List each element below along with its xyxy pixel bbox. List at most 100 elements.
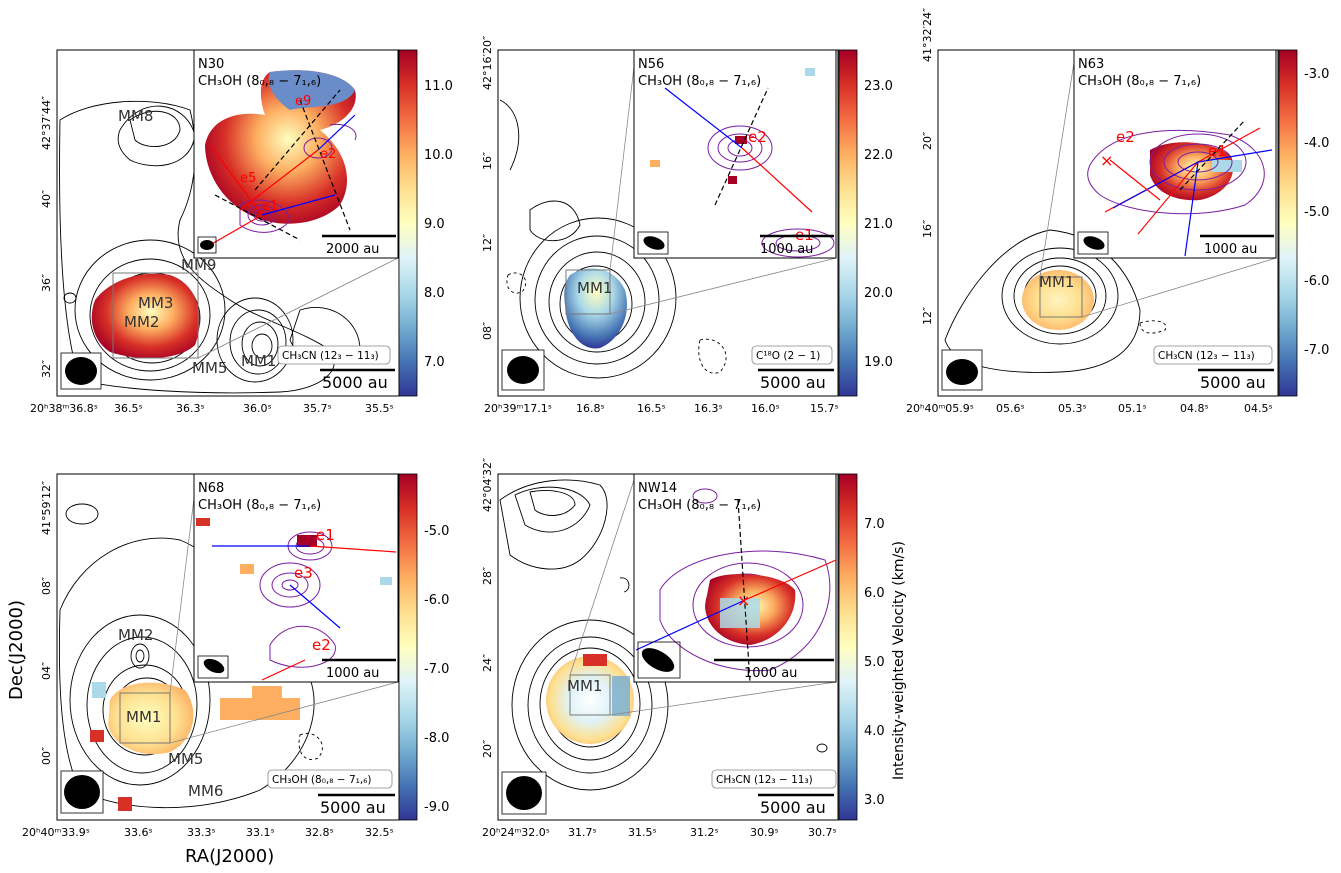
panel-nw14-cbar-3: 4.0	[864, 724, 885, 739]
panel-nw14-dec-0: 42°04′32″	[481, 458, 494, 512]
panel-n56-outflow-arrows	[664, 87, 813, 213]
panel-n56-map-line: C¹⁸O (2 − 1)	[756, 350, 820, 362]
panel-n56-map-scale: 5000 au	[760, 373, 826, 392]
panel-n68-beam	[64, 775, 100, 809]
panel-n63-zoom-box	[1039, 276, 1083, 318]
panel-nw14: × NW14 CH₃OH (8₀,₈ − 7₁,₆) 1000 au MM1 C…	[481, 458, 907, 839]
panel-n68-dec-2: 04″	[40, 662, 53, 680]
panel-n68-zoom-box	[119, 692, 171, 744]
panel-nw14-ra-5: 30.7ˢ	[808, 826, 837, 839]
panel-n68-inset-src-1: e3	[294, 564, 313, 582]
panel-n68-colorbar	[398, 473, 418, 821]
panel-n63-ra-3: 05.1ˢ	[1118, 402, 1147, 415]
panel-n63-outflow-arrows	[1104, 119, 1273, 257]
panel-n68-src-0: MM2	[118, 626, 153, 644]
panel-n30-src-5: MM1	[241, 352, 276, 370]
panel-n30-cbar-0: 11.0	[424, 79, 453, 94]
panel-n68-ra-0: 20ʰ40ᵐ33.9ˢ	[22, 826, 90, 839]
panel-n68-inset: N68 CH₃OH (8₀,₈ − 7₁,₆) e1 e3 e2 1000 au	[193, 473, 399, 683]
panel-n63-src-0: MM1	[1039, 273, 1074, 291]
panel-n63-dec-0: 41°32′24″	[921, 8, 934, 62]
panel-n63-cbar-1: -4.0	[1304, 136, 1329, 151]
panel-n68-dec-1: 08″	[40, 577, 53, 595]
panel-n56-zoom-box	[565, 269, 611, 315]
panel-n56-cbar-3: 20.0	[864, 286, 893, 301]
panel-n30-map-line: CH₃CN (12₃ − 11₃)	[282, 350, 379, 362]
panel-n63-ra-1: 05.6ˢ	[996, 402, 1025, 415]
panel-n68-cbar-4: -9.0	[424, 800, 449, 815]
panel-n63-map-scale: 5000 au	[1200, 373, 1266, 392]
panel-nw14-map-line: CH₃CN (12₃ − 11₃)	[716, 774, 813, 786]
panel-n30-outflow-arrows	[209, 89, 356, 246]
panel-n30-dec-3: 32″	[40, 360, 53, 378]
panel-nw14-map-scale: 5000 au	[760, 798, 826, 817]
panel-nw14-cbar-0: 7.0	[864, 517, 885, 532]
panel-n63-ra-5: 04.5ˢ	[1244, 402, 1273, 415]
panel-n56-dec-0: 42°16′20″	[481, 36, 494, 90]
svg-text:×: ×	[1100, 151, 1113, 170]
panel-n30-inset-scale: 2000 au	[326, 242, 379, 257]
panel-n63-ra-0: 20ʰ40ᵐ05.9ˢ	[906, 402, 974, 415]
panel-nw14-dec-1: 28″	[481, 567, 494, 585]
panel-n30-ra-2: 36.3ˢ	[176, 402, 205, 415]
panel-n30-inset: N30 CH₃OH (8₀,₈ − 7₁,₆) e9 e2 e5 e1 2000…	[193, 49, 399, 259]
panel-n68-inset-src-2: e2	[312, 636, 331, 654]
panel-n30-inset-line: CH₃OH (8₀,₈ − 7₁,₆)	[198, 74, 321, 89]
panel-n68-outflow-arrows	[212, 545, 397, 681]
panel-nw14-ra-1: 31.7ˢ	[568, 826, 597, 839]
panel-n63-inset-line: CH₃OH (8₀,₈ − 7₁,₆)	[1078, 74, 1201, 89]
panel-n68-cbar-3: -8.0	[424, 731, 449, 746]
panel-n30-inset-velocity-map	[205, 70, 356, 224]
panel-n68-map-line: CH₃OH (8₀,₈ − 7₁,₆)	[272, 774, 371, 786]
panel-n68-inset-title: N68	[198, 481, 224, 496]
panel-n56-ra-1: 16.8ˢ	[576, 402, 605, 415]
panel-n63-map-line: CH₃CN (12₃ − 11₃)	[1158, 350, 1255, 362]
panel-n30-ra-4: 35.7ˢ	[303, 402, 332, 415]
panel-n30-inset-title: N30	[198, 57, 224, 72]
panel-n30-src-4: MM5	[192, 359, 227, 377]
panel-n56-inset-src-0: e2	[748, 128, 767, 146]
panel-n63-cbar-3: -6.0	[1304, 274, 1329, 289]
panel-nw14-cbar-2: 5.0	[864, 655, 885, 670]
panel-n30-ra-3: 36.0ˢ	[243, 402, 272, 415]
colorbar-label: Intensity-weighted Velocity (km/s)	[891, 541, 907, 780]
svg-text:×: ×	[737, 591, 750, 610]
panel-n68-ra-4: 32.8ˢ	[305, 826, 334, 839]
panel-nw14-cbar-4: 3.0	[864, 793, 885, 808]
panel-n56-inset-title: N56	[638, 57, 664, 72]
panel-n30: N30 CH₃OH (8₀,₈ − 7₁,₆) e9 e2 e5 e1 2000…	[30, 49, 453, 415]
panel-n56-src-0: MM1	[577, 279, 612, 297]
panel-n68-map-scale: 5000 au	[320, 798, 386, 817]
panel-n63-cbar-4: -7.0	[1304, 343, 1329, 358]
panel-n56-colorbar	[838, 49, 858, 397]
panel-n56-cbar-2: 21.0	[864, 217, 893, 232]
panel-n63-inset-scale: 1000 au	[1204, 242, 1257, 257]
panel-n30-colorbar	[398, 49, 418, 397]
panel-n63-ra-2: 05.3ˢ	[1058, 402, 1087, 415]
panel-n56-cbar-4: 19.0	[864, 355, 893, 370]
panel-n30-src-3: MM2	[124, 313, 159, 331]
panel-n63-cbar-0: -3.0	[1304, 67, 1329, 82]
panel-n63-inset: × N63 CH₃OH (8₀,₈ − 7₁,₆) e2 e1 1000 au	[1073, 49, 1277, 259]
panel-n68-dec-3: 00″	[40, 747, 53, 765]
panel-n30-inset-src-2: e5	[240, 171, 256, 186]
panel-n30-velocity-map	[91, 273, 200, 359]
panel-n68-cbar-0: -5.0	[424, 524, 449, 539]
panel-nw14-inset-title: NW14	[638, 481, 677, 496]
panel-n68: N68 CH₃OH (8₀,₈ − 7₁,₆) e1 e3 e2 1000 au…	[22, 473, 449, 839]
panel-n30-ra-5: 35.5ˢ	[365, 402, 394, 415]
panel-n63-inset-title: N63	[1078, 57, 1104, 72]
panel-n30-cbar-2: 9.0	[424, 217, 445, 232]
panel-n63-inset-src-1: e1	[1208, 142, 1227, 160]
panel-nw14-ra-0: 20ʰ24ᵐ32.0ˢ	[482, 826, 550, 839]
panel-n30-dec-0: 42°37′44″	[40, 96, 53, 150]
panel-n68-ra-2: 33.3ˢ	[187, 826, 216, 839]
panel-n68-ra-1: 33.6ˢ	[124, 826, 153, 839]
panel-n68-cbar-2: -7.0	[424, 662, 449, 677]
panel-n56-ra-3: 16.3ˢ	[694, 402, 723, 415]
panel-nw14-colorbar	[838, 473, 858, 821]
panel-n56-dec-2: 12″	[481, 234, 494, 252]
panel-nw14-beam	[506, 776, 542, 810]
panel-n30-ra-0: 20ʰ38ᵐ36.8ˢ	[30, 402, 98, 415]
panel-n68-ra-5: 32.5ˢ	[365, 826, 394, 839]
